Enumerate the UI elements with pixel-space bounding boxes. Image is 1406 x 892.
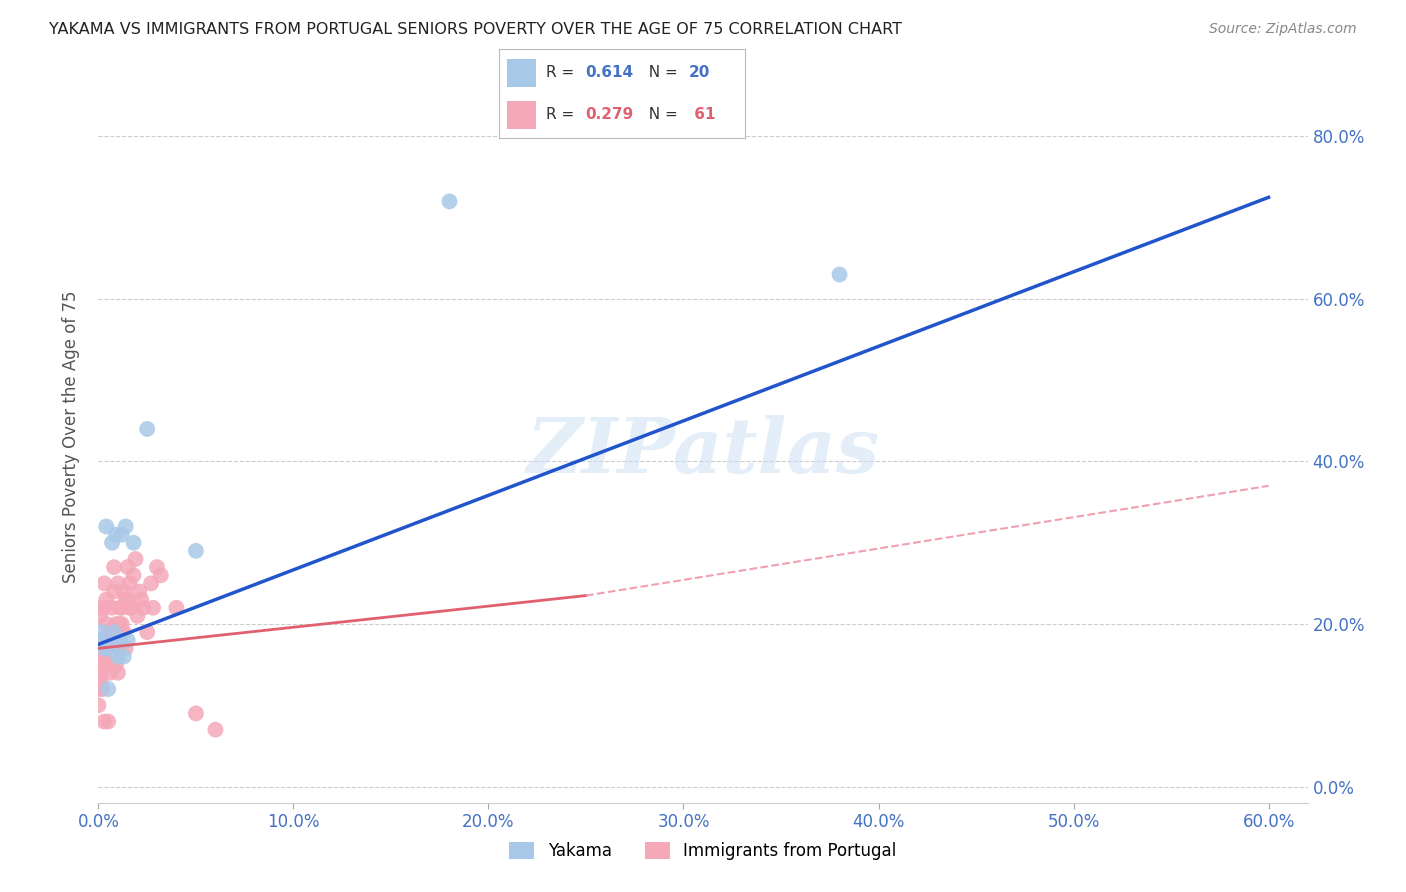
Point <box>97 714 120 729</box>
Point <box>89 665 111 680</box>
Point <box>98 641 121 656</box>
Point <box>93 600 115 615</box>
Point <box>149 568 172 582</box>
Point <box>111 527 134 541</box>
Point <box>93 576 115 591</box>
Point <box>118 600 141 615</box>
Text: 0.279: 0.279 <box>585 107 634 121</box>
Point <box>131 592 153 607</box>
Point <box>103 560 125 574</box>
Point <box>165 600 187 615</box>
Point <box>87 673 110 688</box>
Point <box>97 681 120 696</box>
Text: YAKAMA VS IMMIGRANTS FROM PORTUGAL SENIORS POVERTY OVER THE AGE OF 75 CORRELATIO: YAKAMA VS IMMIGRANTS FROM PORTUGAL SENIO… <box>49 22 903 37</box>
Point <box>114 519 136 533</box>
Point <box>828 268 851 282</box>
Text: R =: R = <box>546 65 579 79</box>
Point <box>98 625 121 640</box>
Point <box>93 641 115 656</box>
Point <box>132 600 155 615</box>
Point <box>204 723 226 737</box>
Text: Source: ZipAtlas.com: Source: ZipAtlas.com <box>1209 22 1357 37</box>
Point <box>91 600 114 615</box>
Point <box>101 633 124 648</box>
Point <box>142 600 165 615</box>
Point <box>122 568 145 582</box>
Point <box>118 576 141 591</box>
Y-axis label: Seniors Poverty Over the Age of 75: Seniors Poverty Over the Age of 75 <box>62 291 80 583</box>
Point <box>89 673 111 688</box>
Point <box>91 625 114 640</box>
Point <box>103 584 125 599</box>
Point <box>89 649 111 664</box>
FancyBboxPatch shape <box>506 101 536 129</box>
Point <box>98 665 121 680</box>
Point <box>108 617 131 632</box>
Point <box>108 633 131 648</box>
Text: 61: 61 <box>689 107 716 121</box>
Point <box>97 649 120 664</box>
Point <box>136 625 159 640</box>
Point <box>184 544 207 558</box>
Point <box>107 641 129 656</box>
Point <box>96 641 118 656</box>
Point <box>96 617 118 632</box>
Point <box>117 592 139 607</box>
Point <box>104 527 127 541</box>
Point <box>89 608 111 623</box>
Point <box>122 535 145 549</box>
Point <box>111 600 134 615</box>
Point <box>107 665 129 680</box>
Text: 20: 20 <box>689 65 710 79</box>
Point <box>107 576 129 591</box>
Point <box>184 706 207 721</box>
Point <box>107 649 129 664</box>
Point <box>101 600 124 615</box>
Point <box>117 560 139 574</box>
Point <box>101 535 124 549</box>
Text: N =: N = <box>640 65 683 79</box>
Point <box>96 592 118 607</box>
Point <box>112 584 135 599</box>
Point <box>103 625 125 640</box>
Point <box>146 560 169 574</box>
Point <box>93 657 115 672</box>
Point <box>91 633 114 648</box>
Point <box>117 633 139 648</box>
Legend: Yakama, Immigrants from Portugal: Yakama, Immigrants from Portugal <box>509 842 897 860</box>
Point <box>111 617 134 632</box>
Text: ZIPatlas: ZIPatlas <box>526 415 880 489</box>
Point <box>128 584 150 599</box>
Point <box>112 625 135 640</box>
Point <box>89 641 111 656</box>
FancyBboxPatch shape <box>506 59 536 87</box>
Point <box>124 552 146 566</box>
Text: 0.614: 0.614 <box>585 65 633 79</box>
Point <box>112 649 135 664</box>
Text: N =: N = <box>640 107 683 121</box>
Point <box>104 657 127 672</box>
Point <box>104 617 127 632</box>
Point <box>91 681 114 696</box>
Point <box>87 698 110 713</box>
Point <box>97 633 120 648</box>
Point <box>114 641 136 656</box>
Point <box>439 194 461 209</box>
Point <box>139 576 162 591</box>
Point <box>108 600 131 615</box>
Point <box>114 592 136 607</box>
Point <box>97 657 120 672</box>
Point <box>89 633 111 648</box>
Point <box>93 714 115 729</box>
Point <box>121 600 143 615</box>
Point <box>96 519 118 533</box>
Text: R =: R = <box>546 107 579 121</box>
Point <box>136 422 159 436</box>
Point <box>127 608 149 623</box>
Point <box>87 681 110 696</box>
Point <box>87 657 110 672</box>
